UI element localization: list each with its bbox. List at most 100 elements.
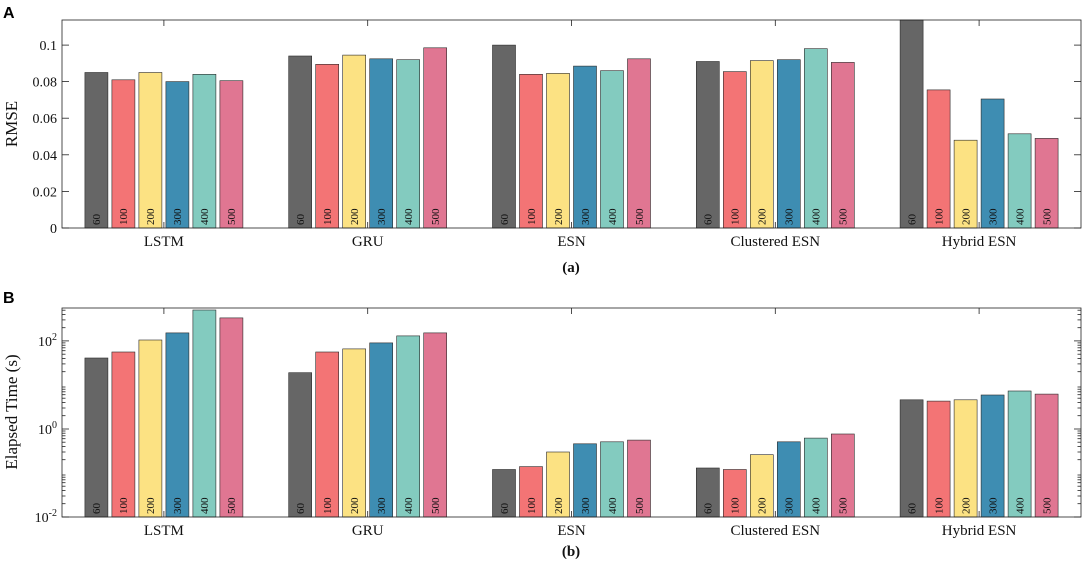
x-tick-label-clustered-esn: Clustered ESN [731, 234, 821, 250]
y-tick-label: 0 [50, 222, 57, 237]
bar-label-gru-60: 60 [295, 503, 307, 515]
y-tick-label: 0.08 [33, 76, 58, 91]
bar-gru-300 [369, 58, 394, 229]
bar-label-gru-100: 100 [322, 497, 334, 514]
bar-label-gru-500: 500 [430, 497, 442, 514]
bar-label-clustered-esn-300: 300 [784, 497, 796, 514]
bar-label-esn-300: 300 [580, 497, 592, 514]
bar-gru-60 [288, 55, 313, 229]
x-tick-label-esn: ESN [557, 234, 586, 250]
y-tick-label: 102 [38, 332, 57, 350]
x-tick-label-gru: GRU [352, 523, 384, 539]
bar-label-hybrid-esn-60: 60 [906, 503, 918, 515]
bar-label-esn-100: 100 [526, 497, 538, 514]
x-tick-label-lstm: LSTM [144, 523, 184, 539]
bar-lstm-300 [165, 81, 190, 229]
bar-gru-500 [423, 332, 448, 518]
bar-label-clustered-esn-500: 500 [838, 208, 850, 225]
x-tick-label-gru: GRU [352, 234, 384, 250]
bar-gru-100 [315, 64, 340, 229]
bar-label-lstm-200: 200 [145, 497, 157, 514]
x-tick-label-clustered-esn: Clustered ESN [731, 523, 821, 539]
bar-hybrid-esn-100 [926, 89, 951, 229]
bar-gru-400 [396, 335, 421, 518]
bar-label-clustered-esn-500: 500 [838, 497, 850, 514]
bar-label-lstm-300: 300 [172, 497, 184, 514]
bar-label-esn-400: 400 [607, 208, 619, 225]
bar-label-clustered-esn-400: 400 [811, 497, 823, 514]
bar-label-gru-400: 400 [403, 208, 415, 225]
bar-label-lstm-300: 300 [172, 208, 184, 225]
bar-gru-400 [396, 59, 421, 229]
bar-label-esn-200: 200 [553, 497, 565, 514]
panel-b-plot: 60 100 200 300 400 500 60 100 200 300 400 500 60 100 2… [35, 307, 1082, 539]
bar-label-hybrid-esn-100: 100 [933, 208, 945, 225]
y-axis-label-elapsed-time: Elapsed Time (s) [2, 354, 21, 469]
bar-label-hybrid-esn-200: 200 [960, 208, 972, 225]
bar-label-hybrid-esn-100: 100 [933, 497, 945, 514]
bar-label-esn-200: 200 [553, 208, 565, 225]
x-tick-label-hybrid-esn: Hybrid ESN [942, 523, 1017, 539]
panel-label-a: A [3, 5, 15, 22]
x-tick-label-hybrid-esn: Hybrid ESN [942, 234, 1017, 250]
bar-label-hybrid-esn-500: 500 [1041, 208, 1053, 225]
bar-hybrid-esn-60 [899, 399, 924, 518]
bar-esn-400 [600, 70, 624, 229]
bar-label-lstm-100: 100 [118, 497, 130, 514]
bar-label-esn-400: 400 [607, 497, 619, 514]
bar-gru-100 [315, 351, 340, 518]
bar-label-lstm-500: 500 [226, 497, 238, 514]
bar-label-gru-400: 400 [403, 497, 415, 514]
bar-label-clustered-esn-400: 400 [811, 208, 823, 225]
bar-lstm-100 [111, 351, 136, 518]
bar-clustered-esn-100 [722, 71, 747, 229]
bar-label-clustered-esn-100: 100 [730, 497, 742, 514]
bar-label-hybrid-esn-300: 300 [987, 208, 999, 225]
caption-a: (a) [562, 260, 580, 276]
bar-clustered-esn-60 [695, 61, 720, 229]
bar-label-gru-500: 500 [430, 208, 442, 225]
bar-label-clustered-esn-200: 200 [757, 497, 769, 514]
bar-label-esn-100: 100 [526, 208, 538, 225]
x-tick-label-lstm: LSTM [144, 234, 184, 250]
bar-label-clustered-esn-200: 200 [757, 208, 769, 225]
bar-clustered-esn-300 [776, 59, 801, 229]
bar-clustered-esn-200 [749, 60, 774, 229]
bar-label-hybrid-esn-500: 500 [1041, 497, 1053, 514]
bar-label-gru-60: 60 [295, 214, 307, 226]
bar-lstm-500 [219, 317, 244, 518]
bar-esn-500 [627, 58, 651, 229]
bar-label-esn-500: 500 [634, 497, 646, 514]
bar-gru-60 [288, 372, 313, 518]
bar-label-gru-200: 200 [349, 497, 361, 514]
bar-label-clustered-esn-60: 60 [703, 503, 715, 515]
bar-clustered-esn-400 [803, 48, 828, 229]
bar-label-gru-300: 300 [376, 497, 388, 514]
y-tick-label: 0.02 [33, 185, 58, 200]
y-tick-label: 0.1 [40, 39, 58, 54]
bar-label-lstm-60: 60 [91, 503, 103, 515]
bar-esn-200 [546, 73, 570, 229]
bar-label-clustered-esn-100: 100 [730, 208, 742, 225]
bar-lstm-200 [138, 72, 163, 229]
bar-label-esn-60: 60 [499, 214, 511, 226]
bar-label-hybrid-esn-400: 400 [1014, 208, 1026, 225]
bar-lstm-60 [84, 72, 109, 229]
bar-gru-200 [342, 348, 367, 518]
bar-lstm-400 [192, 74, 217, 229]
bar-lstm-400 [192, 309, 217, 518]
bars: 60 100 200 300 400 500 60 100 200 300 400 500 60 100 2… [84, 309, 1059, 518]
bar-lstm-500 [219, 80, 244, 229]
bars: 60 100 200 300 400 500 60 100 200 300 400 500 60 100 2… [84, 19, 1059, 229]
x-tick-label-esn: ESN [557, 523, 586, 539]
bar-label-gru-200: 200 [349, 208, 361, 225]
bar-label-esn-60: 60 [499, 503, 511, 515]
y-tick-label: 100 [38, 420, 57, 438]
bar-label-esn-500: 500 [634, 208, 646, 225]
bar-lstm-100 [111, 79, 136, 229]
bar-gru-200 [342, 54, 367, 229]
bar-label-hybrid-esn-200: 200 [960, 497, 972, 514]
bar-label-clustered-esn-60: 60 [703, 214, 715, 226]
bar-label-lstm-60: 60 [91, 214, 103, 226]
